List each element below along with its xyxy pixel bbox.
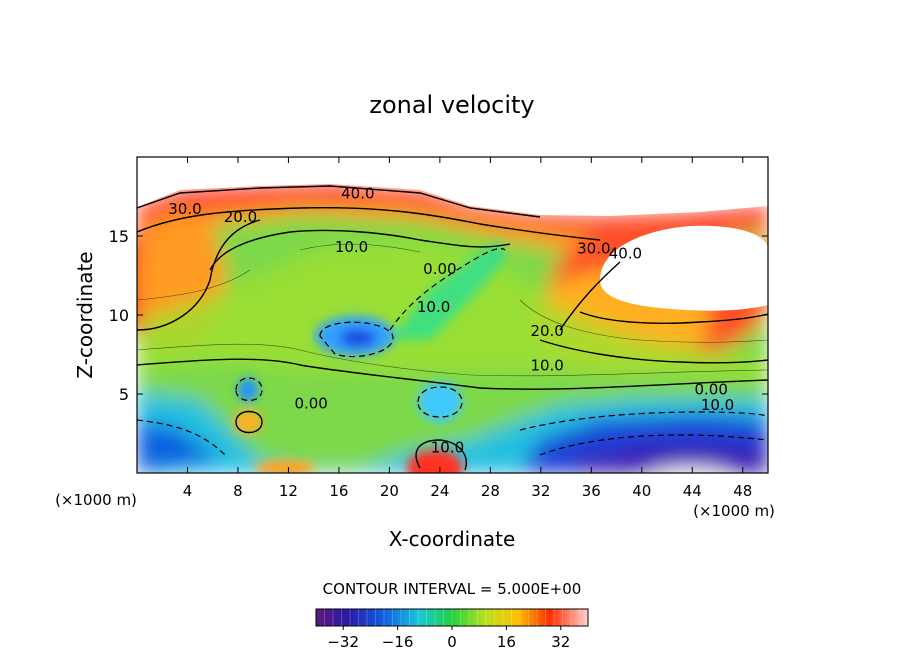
contour-label: 30.0 (577, 240, 610, 258)
colorbar-tick-label: −32 (327, 633, 359, 651)
contour-label: 20.0 (530, 322, 563, 340)
x-unit-left: (×1000 m) (55, 491, 137, 509)
x-tick-label: 4 (183, 482, 193, 500)
chart-title: zonal velocity (369, 91, 534, 119)
contour-label: 30.0 (168, 200, 201, 218)
colorbar-tick-label: 16 (497, 633, 516, 651)
contour-label: 40.0 (341, 184, 374, 202)
contour-label: 10.0 (335, 238, 368, 256)
colorbar-tick-label: 32 (551, 633, 570, 651)
x-tick-label: 28 (481, 482, 500, 500)
contour-label: 20.0 (224, 208, 257, 226)
colorbar: −32 −16 0 16 32 (315, 608, 589, 651)
x-tick-label: 8 (233, 482, 243, 500)
contour-label: 0.00 (423, 260, 456, 278)
x-tick-label: 32 (531, 482, 550, 500)
contour-labels: 40.030.0 20.010.00.0010.030.040.020.010.0… (168, 184, 734, 456)
contour-label: 10.0 (417, 298, 450, 316)
x-tick-label: 24 (430, 482, 449, 500)
x-tick-label: 16 (329, 482, 348, 500)
y-tick-label: 5 (119, 385, 129, 404)
plot-area (137, 157, 768, 473)
x-tick-label: 20 (380, 482, 399, 500)
x-axis-ticks: 4 8 12 16 20 24 28 32 36 40 44 48 (183, 157, 752, 500)
y-axis-label: Z-coordinate (73, 251, 97, 378)
contour-interval-caption: CONTOUR INTERVAL = 5.000E+00 (323, 580, 582, 598)
contour-label: 40.0 (609, 244, 642, 262)
contour-label: 0.00 (294, 394, 327, 412)
y-tick-label: 15 (109, 227, 129, 246)
y-axis-ticks: 5 10 15 (109, 227, 768, 404)
contour-label: 0.00 (695, 380, 728, 398)
x-tick-label: 40 (632, 482, 651, 500)
x-tick-label: 36 (582, 482, 601, 500)
x-tick-label: 48 (733, 482, 752, 500)
x-axis-label: X-coordinate (389, 527, 516, 551)
x-unit-right: (×1000 m) (693, 502, 775, 520)
colorbar-tick-label: −16 (382, 633, 414, 651)
x-tick-label: 12 (279, 482, 298, 500)
colorbar-stripes (324, 609, 580, 626)
contour-label: 10.0 (431, 439, 464, 457)
colorbar-tick-label: 0 (447, 633, 457, 651)
y-tick-label: 10 (109, 306, 129, 325)
colorbar-ticks: −32 −16 0 16 32 (327, 626, 570, 651)
contour-label: 10.0 (701, 396, 734, 414)
contour-label: 10.0 (530, 357, 563, 375)
x-tick-label: 44 (683, 482, 702, 500)
